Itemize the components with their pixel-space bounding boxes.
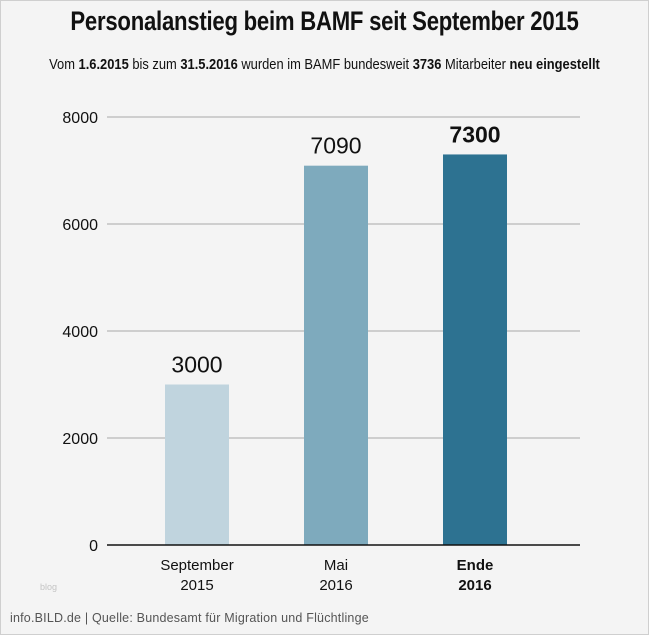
bar xyxy=(304,165,368,545)
x-tick-label: September xyxy=(160,557,233,574)
x-tick-label: 2015 xyxy=(180,577,213,594)
subtitle-part: 3736 xyxy=(412,56,442,73)
subtitle-part: 1.6.2015 xyxy=(78,56,129,73)
bar xyxy=(165,384,229,545)
subtitle-part: 31.5.2016 xyxy=(180,56,238,73)
chart-title: Personalanstieg beim BAMF seit September… xyxy=(70,6,579,36)
data-label: 7090 xyxy=(310,133,361,159)
subtitle-part: Vom xyxy=(49,56,79,73)
source-footer: info.BILD.de | Quelle: Bundesamt für Mig… xyxy=(10,611,369,625)
x-tick-label: Ende xyxy=(457,557,494,574)
subtitle-part: bis zum xyxy=(128,56,181,73)
watermark: blog xyxy=(40,582,58,592)
subtitle-part: wurden im BAMF bundesweit xyxy=(237,56,413,73)
y-tick-label: 0 xyxy=(89,538,98,555)
subtitle-part: neu eingestellt xyxy=(509,56,600,73)
subtitle-part: Mitarbeiter xyxy=(441,56,510,73)
y-tick-label: 8000 xyxy=(62,110,98,127)
x-tick-label: Mai xyxy=(324,557,348,574)
data-label: 3000 xyxy=(171,352,222,378)
y-tick-label: 2000 xyxy=(62,431,98,448)
data-label: 7300 xyxy=(449,121,500,147)
chart-subtitle: Vom 1.6.2015 bis zum 31.5.2016 wurden im… xyxy=(45,56,603,73)
y-tick-label: 4000 xyxy=(62,324,98,341)
y-tick-label: 6000 xyxy=(62,217,98,234)
x-tick-label: 2016 xyxy=(319,577,352,594)
x-tick-label: 2016 xyxy=(458,577,491,594)
bar xyxy=(443,154,507,545)
